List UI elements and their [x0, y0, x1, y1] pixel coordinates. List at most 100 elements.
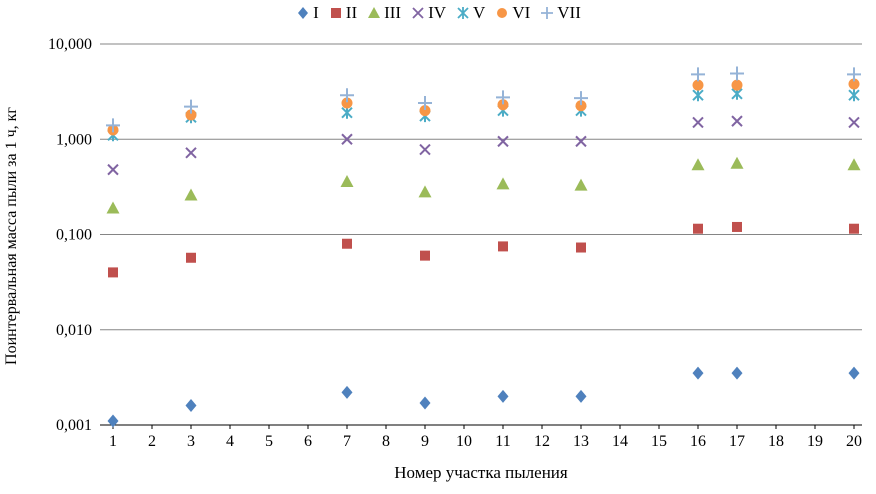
triangle-marker	[574, 178, 588, 191]
triangle-marker	[496, 177, 510, 190]
square-marker	[342, 238, 352, 249]
chart-legend: I II III IV V VI VII	[0, 1, 876, 25]
circle-marker	[731, 79, 743, 91]
square-marker	[498, 241, 508, 252]
legend-label: VI	[512, 3, 531, 22]
circle-marker	[575, 100, 587, 112]
series-V	[107, 87, 860, 142]
circle-legend-icon	[497, 8, 508, 18]
x-tick-label: 13	[573, 433, 589, 450]
circle-marker	[692, 79, 704, 91]
plus-marker	[418, 96, 432, 111]
x-tick-label: 17	[729, 433, 745, 450]
asterisk-legend-icon	[457, 7, 469, 19]
x-tick-label: 11	[495, 433, 510, 450]
circle-marker	[848, 78, 860, 90]
y-tick-label: 10,000	[48, 36, 92, 53]
x-marker	[412, 7, 424, 19]
asterisk-marker	[341, 106, 353, 119]
legend-item-IV: IV	[410, 3, 446, 23]
circle-marker	[185, 109, 197, 121]
diamond-marker	[419, 396, 431, 410]
x-marker	[731, 115, 743, 127]
plus-marker	[730, 66, 744, 81]
x-tick-label: 7	[343, 433, 351, 450]
series-VII	[106, 66, 861, 133]
legend-label: II	[345, 3, 358, 22]
circle-marker	[497, 99, 509, 111]
plus-marker	[106, 118, 120, 133]
triangle-marker	[691, 158, 705, 171]
plus-marker	[541, 7, 554, 19]
diamond-marker	[575, 389, 587, 403]
x-tick-label: 18	[768, 433, 784, 450]
x-marker	[575, 135, 587, 148]
square-marker	[576, 242, 586, 253]
triangle-marker	[106, 201, 120, 214]
legend-label: I	[313, 3, 319, 22]
diamond-marker	[341, 385, 353, 399]
legend-label: VII	[557, 3, 581, 22]
legend-item-V: V	[455, 3, 485, 23]
x-tick-label: 10	[456, 433, 472, 450]
x-tick-label: 5	[265, 433, 273, 450]
plus-marker	[847, 67, 861, 82]
diamond-marker	[497, 389, 509, 403]
series-VI	[107, 78, 860, 136]
plus-marker	[574, 91, 588, 106]
x-tick-label: 20	[846, 433, 862, 450]
y-tick-label: 0,100	[56, 227, 92, 244]
x-tick-label: 19	[807, 433, 823, 450]
legend-label: III	[384, 3, 402, 22]
plus-marker	[184, 99, 198, 114]
series-III	[106, 156, 861, 214]
square-legend-icon	[330, 8, 341, 18]
plus-marker	[496, 90, 510, 105]
triangle-marker	[730, 156, 744, 169]
x-tick-label: 9	[421, 433, 429, 450]
square-marker	[186, 252, 196, 263]
square-marker	[849, 223, 859, 234]
legend-label: IV	[428, 3, 447, 22]
x-tick-label: 3	[187, 433, 195, 450]
legend-item-I: I	[295, 3, 319, 23]
triangle-marker	[340, 175, 354, 188]
plus-marker	[340, 88, 354, 103]
x-tick-label: 8	[382, 433, 390, 450]
legend-item-II: II	[328, 3, 357, 23]
x-marker	[419, 143, 431, 156]
x-tick-label: 6	[304, 433, 312, 450]
x-tick-label: 16	[690, 433, 706, 450]
circle-marker	[341, 97, 353, 109]
diamond-legend-icon	[298, 7, 309, 19]
legend-item-VI: VI	[494, 3, 530, 23]
square-marker	[108, 267, 118, 278]
x-marker	[107, 163, 119, 176]
x-tick-label: 12	[534, 433, 550, 450]
triangle-marker	[418, 185, 432, 198]
x-tick-label: 14	[612, 433, 628, 450]
series-II	[108, 221, 859, 278]
diamond-marker	[185, 399, 197, 413]
diamond-marker	[848, 366, 860, 380]
circle-marker	[419, 105, 431, 117]
series-IV	[107, 115, 860, 176]
x-tick-label: 1	[109, 433, 117, 450]
x-tick-label: 15	[651, 433, 667, 450]
square-marker	[420, 250, 430, 261]
triangle-marker	[847, 158, 861, 171]
diamond-marker	[692, 366, 704, 380]
square-marker	[330, 8, 341, 18]
triangle-marker	[368, 7, 381, 18]
diamond-marker	[298, 7, 309, 19]
x-marker	[497, 135, 509, 148]
diamond-marker	[731, 366, 743, 380]
diamond-marker	[107, 414, 119, 428]
x-tick-label: 4	[226, 433, 234, 450]
x-tick-label: 2	[148, 433, 156, 450]
x-marker	[692, 116, 704, 129]
series-I	[107, 366, 860, 428]
asterisk-marker	[457, 7, 469, 19]
legend-item-III: III	[366, 3, 401, 23]
